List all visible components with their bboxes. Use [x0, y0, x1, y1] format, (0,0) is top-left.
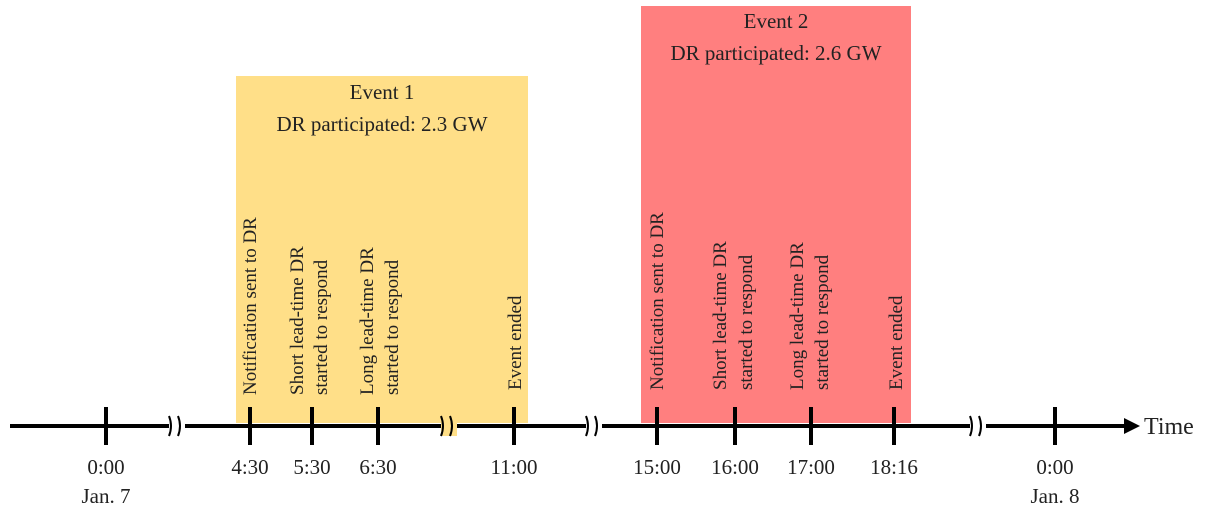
time-axis: Time: [10, 407, 1194, 508]
tick-label-0430: 4:30: [231, 455, 268, 479]
axis-ticks: [104, 407, 1057, 445]
tick-label-1816: 18:16: [870, 455, 918, 479]
tick-label-1100: 11:00: [490, 455, 537, 479]
event-2-milestones: Notification sent to DR Short lead-time …: [647, 212, 907, 390]
event-2-long-lead-label-line1: Long lead-time DR: [787, 242, 808, 390]
event-1-short-lead-label-line1: Short lead-time DR: [287, 246, 308, 395]
event-2-title: Event 2: [744, 9, 809, 33]
time-axis-arrowhead: [1124, 418, 1140, 434]
event-1: Event 1 DR participated: 2.3 GW: [236, 76, 528, 423]
event-2: Event 2 DR participated: 2.6 GW: [641, 6, 911, 423]
tick-label-0000-jan7: 0:00: [87, 455, 124, 479]
axis-tick-labels: 0:00 Jan. 7 4:30 5:30 6:30 11:00 15:00 1…: [82, 455, 1080, 508]
axis-break-4: [969, 415, 986, 437]
event-1-notification-label: Notification sent to DR: [240, 217, 261, 395]
tick-label-0000-jan8: 0:00: [1036, 455, 1073, 479]
event-1-short-lead-label-line2: started to respond: [311, 259, 332, 395]
event-1-subtitle: DR participated: 2.3 GW: [276, 112, 487, 136]
event-1-milestones: Notification sent to DR Short lead-time …: [240, 217, 526, 395]
time-axis-label: Time: [1144, 414, 1194, 440]
event-2-box: [641, 6, 911, 423]
event-2-ended-label: Event ended: [886, 295, 907, 390]
axis-break-3: [585, 415, 602, 437]
event-2-subtitle: DR participated: 2.6 GW: [670, 41, 881, 65]
event-1-long-lead-label-line1: Long lead-time DR: [357, 247, 378, 395]
tick-label-0630: 6:30: [359, 455, 396, 479]
event-1-ended-label: Event ended: [505, 295, 526, 390]
event-2-long-lead-label-line2: started to respond: [812, 254, 833, 390]
event-2-notification-label: Notification sent to DR: [647, 212, 668, 390]
event-1-box: [236, 76, 528, 423]
event-2-short-lead-label-line1: Short lead-time DR: [710, 241, 731, 390]
tick-date-jan7: Jan. 7: [82, 484, 131, 508]
event-1-title: Event 1: [350, 80, 415, 104]
axis-breaks: [168, 415, 986, 437]
axis-break-2: [440, 415, 457, 437]
tick-label-1600: 16:00: [711, 455, 759, 479]
tick-label-0530: 5:30: [293, 455, 330, 479]
event-2-short-lead-label-line2: started to respond: [736, 254, 757, 390]
event-1-long-lead-label-line2: started to respond: [382, 259, 403, 395]
tick-label-1700: 17:00: [787, 455, 835, 479]
tick-label-1500: 15:00: [633, 455, 681, 479]
tick-date-jan8: Jan. 8: [1031, 484, 1080, 508]
axis-break-1: [168, 415, 185, 437]
